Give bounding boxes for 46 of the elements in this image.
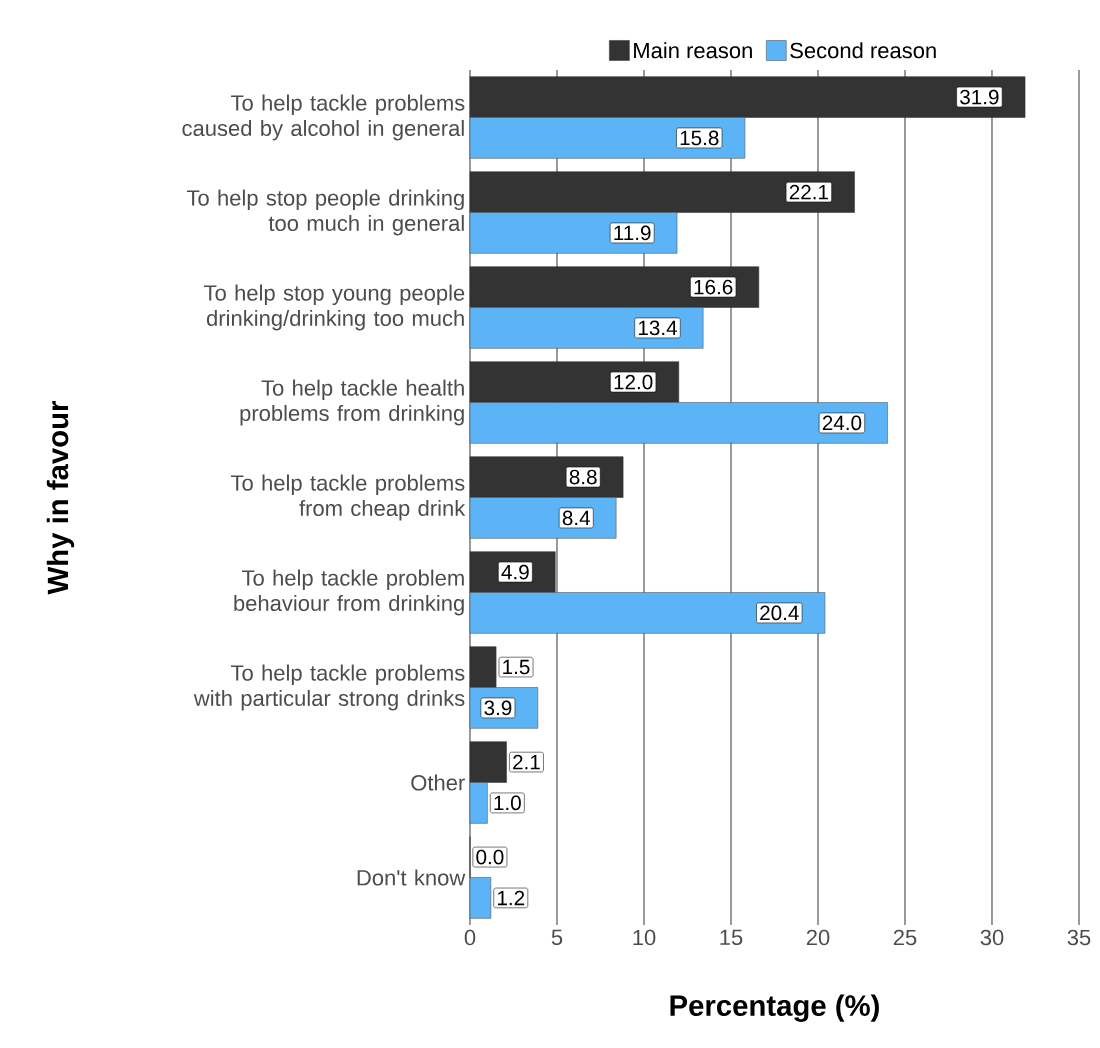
y-tick-label: To help tackle problems caused by alcohol in general: [182, 94, 465, 141]
y-tick-label: To help tackle health problems from drinking: [240, 379, 464, 426]
bar: [469, 171, 855, 213]
data-label: 20.4: [760, 605, 799, 621]
x-axis-title: Percentage (%): [670, 994, 879, 1022]
data-label: 13.4: [638, 320, 677, 336]
y-tick-label: Other: [411, 774, 465, 791]
bar: [469, 266, 760, 308]
data-label: 1.5: [503, 659, 530, 675]
data-label: 3.9: [484, 700, 512, 716]
legend-label: Second reason: [790, 42, 936, 59]
data-label: 11.9: [614, 225, 651, 241]
data-label: 8.8: [569, 469, 597, 485]
bar: [469, 361, 680, 403]
data-label: 31.9: [960, 89, 999, 105]
x-tick-label: 20: [806, 929, 830, 946]
y-tick-label: To help stop people drinking too much in general: [186, 189, 464, 236]
x-tick-label: 10: [633, 929, 656, 946]
x-tick-label: 0: [464, 929, 476, 946]
x-tick-label: 5: [551, 929, 563, 946]
data-label: 24.0: [822, 415, 862, 431]
data-label: 2.1: [513, 754, 540, 770]
x-tick-label: 15: [720, 929, 743, 946]
y-tick-label: Don't know: [357, 869, 466, 886]
data-label: 22.1: [789, 184, 828, 200]
y-tick-label: To help stop young people drinking/drinking too much: [204, 284, 465, 331]
y-tick-label: To help tackle problems with particular strong drinks: [193, 664, 465, 711]
y-axis-title: Why in favour: [46, 400, 75, 595]
data-label: 15.8: [680, 130, 719, 146]
data-label: 16.6: [694, 279, 733, 295]
legend-label: Main reason: [634, 42, 752, 59]
data-label: 1.2: [497, 890, 525, 906]
data-label: 8.4: [562, 510, 590, 526]
data-label: 12.0: [614, 374, 653, 390]
data-label: 0.0: [476, 849, 504, 865]
bar: [469, 117, 746, 159]
bar: [469, 402, 888, 444]
y-tick-label: To help tackle problems from cheap drink: [231, 474, 466, 521]
bar: [469, 592, 826, 634]
bar: [469, 76, 1026, 118]
x-tick-label: 35: [1067, 929, 1091, 946]
x-tick-label: 25: [893, 929, 917, 946]
x-tick-label: 30: [980, 929, 1004, 946]
y-tick-label: To help tackle problem behaviour from drinking: [234, 569, 464, 616]
data-label: 4.9: [501, 564, 529, 580]
data-label: 1.0: [494, 795, 521, 811]
